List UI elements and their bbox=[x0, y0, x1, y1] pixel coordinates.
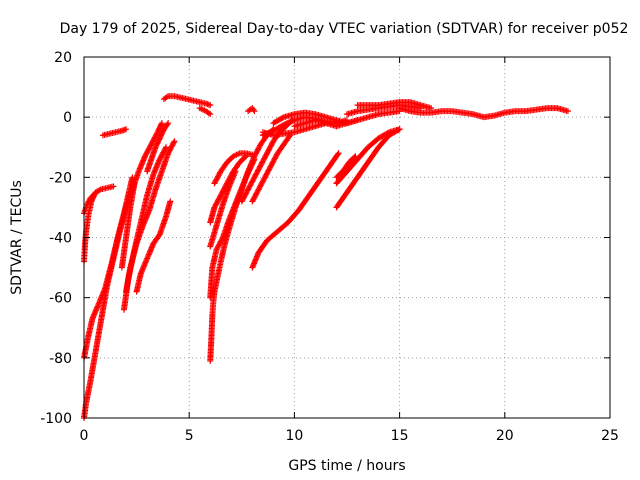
data-point bbox=[110, 183, 117, 190]
series-arc-af bbox=[396, 105, 571, 121]
data-point bbox=[162, 145, 169, 152]
series-arc-c bbox=[81, 183, 117, 265]
data-point bbox=[279, 114, 286, 121]
series-arc-ab bbox=[333, 153, 359, 181]
data-point bbox=[335, 150, 342, 157]
data-point bbox=[129, 174, 136, 181]
grid bbox=[84, 57, 610, 418]
series-arc-f bbox=[118, 180, 138, 271]
data-points bbox=[81, 93, 571, 421]
data-point bbox=[334, 151, 341, 158]
data-point bbox=[251, 156, 258, 163]
series-arc-s bbox=[249, 132, 294, 205]
series-arc-t bbox=[245, 105, 258, 115]
y-tick-label: -80 bbox=[49, 351, 72, 367]
x-axis-label: GPS time / hours bbox=[288, 458, 405, 474]
series-arc-y bbox=[291, 117, 340, 130]
y-tick-label: 20 bbox=[54, 50, 72, 66]
data-point bbox=[207, 111, 214, 118]
series-arc-a bbox=[81, 120, 165, 421]
x-tick-label: 0 bbox=[80, 428, 89, 444]
series-arc-h bbox=[123, 138, 178, 295]
y-tick-label: -40 bbox=[49, 231, 72, 247]
data-point bbox=[564, 108, 571, 115]
y-axis-label: SDTVAR / TECUs bbox=[9, 180, 25, 295]
series-arc-b bbox=[81, 174, 136, 361]
series-arc-i bbox=[133, 198, 174, 295]
series-arc-r bbox=[238, 117, 296, 205]
x-tick-label: 20 bbox=[496, 428, 514, 444]
data-point bbox=[207, 102, 214, 109]
series-arc-z bbox=[333, 126, 403, 187]
data-point bbox=[163, 144, 170, 151]
y-tick-label: -20 bbox=[49, 170, 72, 186]
data-point bbox=[171, 138, 178, 145]
data-point bbox=[131, 180, 138, 187]
x-tick-label: 25 bbox=[601, 428, 619, 444]
data-point bbox=[395, 126, 402, 133]
data-point bbox=[351, 154, 358, 161]
data-point bbox=[219, 235, 226, 242]
data-point bbox=[279, 122, 286, 129]
series-arc-n bbox=[207, 156, 258, 301]
series-arc-e bbox=[99, 126, 130, 139]
series-arc-p bbox=[207, 153, 250, 226]
data-point bbox=[286, 133, 293, 140]
data-point bbox=[170, 139, 177, 146]
series-arc-aa bbox=[333, 126, 403, 211]
data-point bbox=[352, 153, 359, 160]
data-point bbox=[251, 108, 258, 115]
data-point bbox=[90, 192, 97, 199]
y-tick-label: -100 bbox=[40, 411, 72, 427]
chart-title: Day 179 of 2025, Sidereal Day-to-day VTE… bbox=[60, 21, 629, 37]
axis-ticks: 0 5 10 15 20 25 -100 -80 -60 -40 -20 0 20 bbox=[40, 50, 619, 444]
x-tick-label: 15 bbox=[391, 428, 409, 444]
data-point bbox=[123, 126, 130, 133]
x-tick-label: 5 bbox=[185, 428, 194, 444]
series-arc-k bbox=[160, 93, 214, 109]
x-tick-label: 10 bbox=[285, 428, 303, 444]
data-point bbox=[153, 130, 160, 137]
data-point bbox=[167, 198, 174, 205]
y-tick-label: 0 bbox=[63, 110, 72, 126]
data-point bbox=[165, 120, 172, 127]
y-tick-label: -60 bbox=[49, 291, 72, 307]
series-arc-q bbox=[211, 150, 256, 187]
series-arc-j bbox=[144, 120, 172, 175]
series-arc-u bbox=[249, 150, 342, 271]
data-point bbox=[250, 157, 257, 164]
data-point bbox=[96, 187, 103, 194]
data-point bbox=[155, 232, 162, 239]
data-point bbox=[91, 190, 98, 197]
data-point bbox=[158, 120, 165, 127]
data-point bbox=[249, 151, 256, 158]
series-arc-ae bbox=[354, 99, 435, 112]
data-point bbox=[158, 121, 165, 128]
data-point bbox=[164, 121, 171, 128]
data-point bbox=[396, 126, 403, 133]
series-arc-l bbox=[196, 105, 214, 118]
